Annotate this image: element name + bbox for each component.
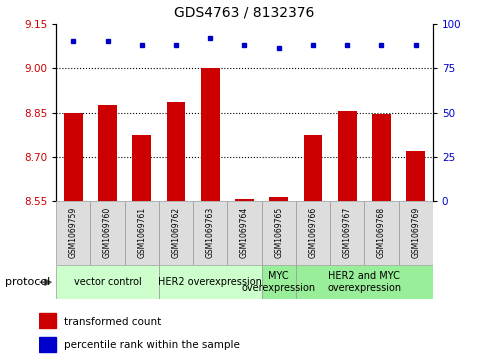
Text: HER2 and MYC
overexpression: HER2 and MYC overexpression xyxy=(326,272,401,293)
Bar xyxy=(406,151,424,201)
Text: HER2 overexpression: HER2 overexpression xyxy=(158,277,262,287)
Bar xyxy=(329,201,364,265)
Title: GDS4763 / 8132376: GDS4763 / 8132376 xyxy=(174,6,314,20)
Bar xyxy=(90,201,124,265)
Text: GSM1069764: GSM1069764 xyxy=(240,207,248,258)
Bar xyxy=(295,265,432,299)
Text: GSM1069769: GSM1069769 xyxy=(410,207,419,258)
Bar xyxy=(261,265,295,299)
Bar xyxy=(98,105,117,201)
Text: GSM1069760: GSM1069760 xyxy=(103,207,112,258)
Bar xyxy=(39,337,56,352)
Text: transformed count: transformed count xyxy=(64,317,161,327)
Text: GSM1069761: GSM1069761 xyxy=(137,207,146,258)
Bar xyxy=(295,201,329,265)
Bar xyxy=(269,197,287,201)
Bar xyxy=(132,135,151,201)
Bar xyxy=(56,201,90,265)
Text: GSM1069768: GSM1069768 xyxy=(376,207,385,258)
Bar xyxy=(64,113,82,201)
Text: GSM1069759: GSM1069759 xyxy=(69,207,78,258)
Bar xyxy=(235,199,253,201)
Bar xyxy=(166,102,185,201)
Bar xyxy=(201,68,219,201)
Bar xyxy=(337,111,356,201)
Bar xyxy=(193,201,227,265)
Text: percentile rank within the sample: percentile rank within the sample xyxy=(64,340,240,350)
Text: GSM1069763: GSM1069763 xyxy=(205,207,214,258)
Bar xyxy=(39,313,56,329)
Bar xyxy=(398,201,432,265)
Bar xyxy=(159,265,261,299)
Bar xyxy=(124,201,159,265)
Bar xyxy=(227,201,261,265)
Text: GSM1069766: GSM1069766 xyxy=(308,207,317,258)
Bar xyxy=(159,201,193,265)
Text: vector control: vector control xyxy=(74,277,141,287)
Text: MYC
overexpression: MYC overexpression xyxy=(241,272,315,293)
Bar xyxy=(56,265,159,299)
Text: GSM1069767: GSM1069767 xyxy=(342,207,351,258)
Bar xyxy=(364,201,398,265)
Text: GSM1069762: GSM1069762 xyxy=(171,207,180,258)
Text: protocol: protocol xyxy=(5,277,50,287)
Bar xyxy=(261,201,295,265)
Bar xyxy=(371,114,390,201)
Bar xyxy=(303,135,322,201)
Text: GSM1069765: GSM1069765 xyxy=(274,207,283,258)
